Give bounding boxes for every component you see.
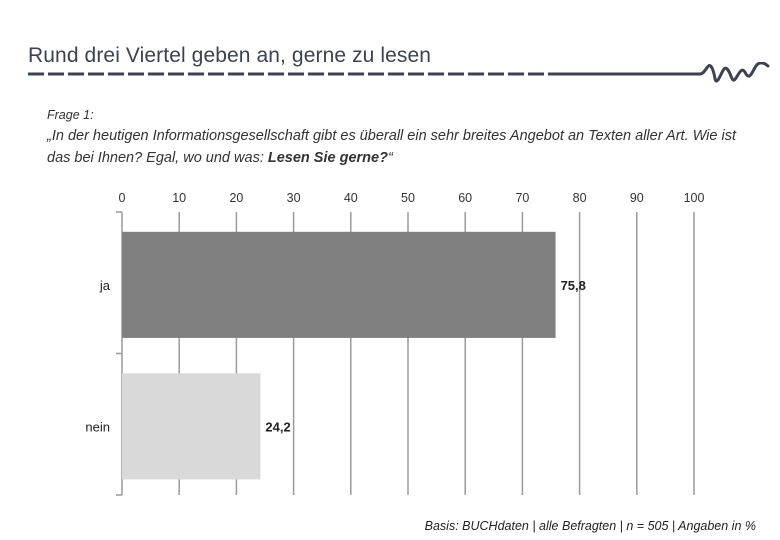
bar-nein (122, 373, 261, 480)
x-tick-label: 100 (684, 191, 705, 205)
bar-ja (122, 231, 556, 338)
x-tick-label: 60 (458, 191, 472, 205)
question-text-bold: Lesen Sie gerne? (267, 150, 388, 166)
x-tick-label: 40 (344, 191, 358, 205)
x-tick-label: 20 (229, 191, 243, 205)
question-text-part1: „In der heutigen Informationsgesellschaf… (47, 128, 736, 166)
page-title: Rund drei Viertel geben an, gerne zu les… (28, 44, 432, 67)
x-tick-label: 70 (515, 191, 529, 205)
footer-basis: Basis: BUCHdaten | alle Befragten | n = … (424, 519, 756, 533)
category-label: ja (99, 278, 111, 293)
question-label: Frage 1: (47, 108, 94, 122)
x-tick-label: 50 (401, 191, 415, 205)
title-underline (28, 62, 770, 83)
heartbeat-wave-icon (698, 62, 770, 83)
question-text: „In der heutigen Informationsgesellschaf… (47, 125, 747, 169)
data-label: 75,8 (561, 278, 586, 293)
x-tick-label: 10 (172, 191, 186, 205)
x-tick-label: 30 (287, 191, 301, 205)
question-text-part2: “ (387, 150, 393, 166)
data-label: 24,2 (265, 419, 290, 434)
x-tick-label: 90 (630, 191, 644, 205)
x-tick-label: 80 (573, 191, 587, 205)
category-label: nein (85, 419, 110, 434)
x-tick-label: 0 (119, 191, 126, 205)
